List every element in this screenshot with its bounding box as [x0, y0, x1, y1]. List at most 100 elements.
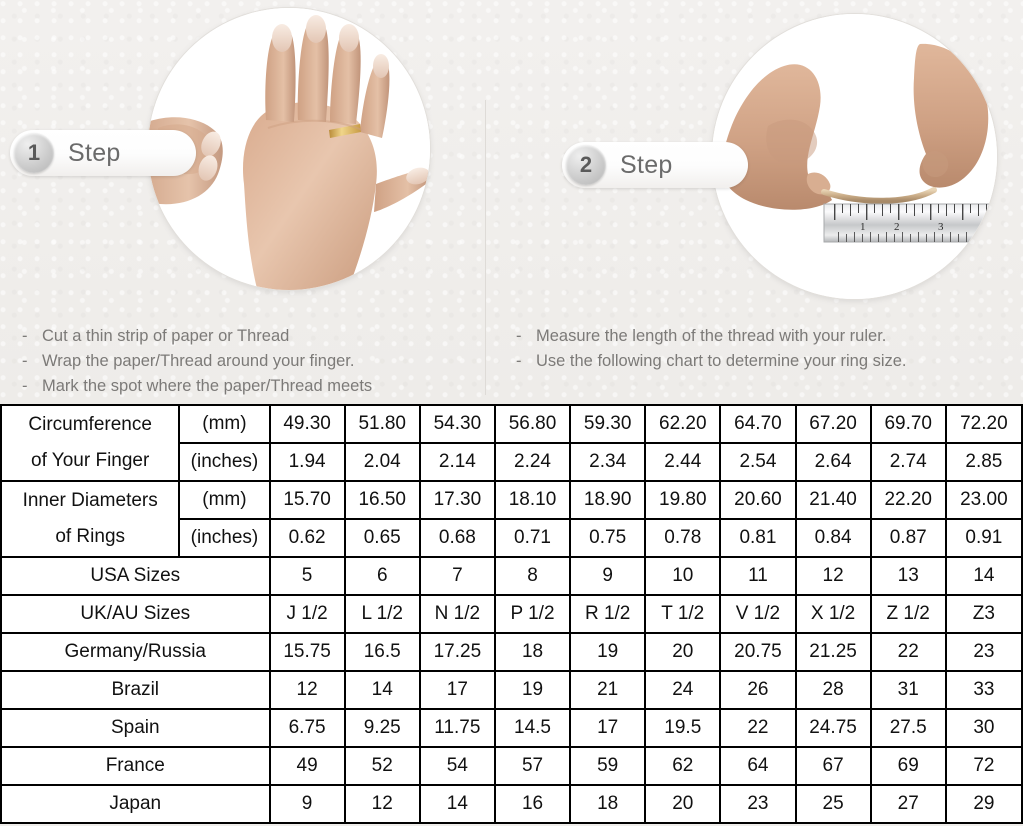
cell-uk-au-sizes-col2: L 1/2	[343, 594, 421, 634]
hand-with-ring-illustration	[148, 8, 430, 290]
ring-size-conversion-table: Circumference of Your Finger (mm) 49.30 51.8…	[0, 404, 1023, 824]
cell-germany-russia-col5: 19	[569, 632, 647, 672]
cell-japan-col6: 20	[644, 784, 722, 824]
cell-spain-col6: 19.5	[644, 708, 722, 748]
cell-circumference-mm-col2: 51.80	[343, 404, 421, 444]
cell-usa-sizes-col9: 13	[869, 556, 947, 596]
cell-france-col5: 59	[569, 746, 647, 786]
cell-circumference-mm-col5: 59.30	[569, 404, 647, 444]
bullet-dash-icon: -	[516, 327, 522, 345]
row-unit-label: (inches)	[178, 442, 271, 482]
row-unit-label: (mm)	[178, 480, 271, 520]
ruler: 1 2 3	[823, 203, 997, 243]
cell-usa-sizes-col7: 11	[719, 556, 797, 596]
cell-brazil-col6: 24	[644, 670, 722, 710]
table-row-circumference-inches: (inches) 1.94 2.04 2.14 2.24 2.34 2.44 2.54 2.64…	[1, 442, 1023, 482]
cell-circumference-inches-col5: 2.34	[569, 442, 647, 482]
cell-uk-au-sizes-col3: N 1/2	[418, 594, 496, 634]
cell-inner-diameter-inches-col5: 0.75	[569, 518, 647, 558]
bullet-dash-icon: -	[22, 352, 28, 370]
bullet-dash-icon: -	[516, 352, 522, 370]
cell-inner-diameter-inches-col3: 0.68	[418, 518, 496, 558]
step-2-instruction-line: - Use the following chart to determine y…	[516, 349, 907, 374]
row-label-brazil: Brazil	[0, 670, 271, 710]
cell-usa-sizes-col4: 8	[493, 556, 572, 596]
cell-france-col9: 69	[869, 746, 947, 786]
row-group-label-line2: of Your Finger	[31, 450, 150, 471]
cell-brazil-col1: 12	[268, 670, 346, 710]
cell-spain-col4: 14.5	[493, 708, 572, 748]
cell-germany-russia-col10: 23	[944, 632, 1023, 672]
table-row-circumference-mm: Circumference of Your Finger (mm) 49.30 51.8…	[0, 404, 1023, 482]
cell-uk-au-sizes-col10: Z3	[944, 594, 1023, 634]
thread-ruler-illustration: 1 2 3	[712, 14, 997, 299]
row-group-label: Circumference of Your Finger	[0, 404, 181, 482]
ruler-mark-1: 1	[860, 221, 866, 233]
cell-usa-sizes-col1: 5	[268, 556, 346, 596]
row-label-france: France	[0, 746, 271, 786]
row-unit-label: (mm)	[178, 404, 271, 444]
cell-circumference-inches-col3: 2.14	[418, 442, 496, 482]
step-1-badge: 1 Step	[10, 130, 196, 176]
cell-brazil-col10: 33	[944, 670, 1023, 710]
cell-circumference-mm-col6: 62.20	[644, 404, 722, 444]
step-1-instructions: - Cut a thin strip of paper or Thread - …	[22, 324, 372, 399]
cell-usa-sizes-col3: 7	[418, 556, 496, 596]
step-2-photo-thread-and-ruler: 1 2 3	[712, 14, 997, 299]
cell-spain-col1: 6.75	[268, 708, 346, 748]
step-2-instruction-text: Use the following chart to determine you…	[536, 352, 907, 370]
cell-inner-diameter-inches-col4: 0.71	[493, 518, 572, 558]
cell-circumference-inches-col4: 2.24	[493, 442, 572, 482]
cell-circumference-inches-col7: 2.54	[719, 442, 797, 482]
cell-usa-sizes-col2: 6	[343, 556, 421, 596]
cell-japan-col4: 16	[493, 784, 572, 824]
cell-uk-au-sizes-col7: V 1/2	[719, 594, 797, 634]
cell-spain-col3: 11.75	[418, 708, 496, 748]
cell-brazil-col9: 31	[869, 670, 947, 710]
cell-germany-russia-col6: 20	[644, 632, 722, 672]
cell-inner-diameter-mm-col3: 17.30	[418, 480, 496, 520]
cell-france-col7: 64	[719, 746, 797, 786]
measuring-thread	[821, 187, 937, 204]
cell-brazil-col2: 14	[343, 670, 421, 710]
cell-inner-diameter-mm-col7: 20.60	[719, 480, 797, 520]
cell-circumference-inches-col6: 2.44	[644, 442, 722, 482]
cell-circumference-inches-col1: 1.94	[268, 442, 346, 482]
cell-france-col8: 67	[794, 746, 872, 786]
step-2-number: 2	[566, 145, 606, 185]
cell-circumference-mm-col3: 54.30	[418, 404, 496, 444]
step-1-instruction-text: Wrap the paper/Thread around your finger…	[42, 352, 355, 370]
cell-germany-russia-col1: 15.75	[268, 632, 346, 672]
cell-germany-russia-col7: 20.75	[719, 632, 797, 672]
cell-spain-col9: 27.5	[869, 708, 947, 748]
cell-brazil-col4: 19	[493, 670, 572, 710]
cell-circumference-mm-col10: 72.20	[944, 404, 1023, 444]
cell-japan-col3: 14	[418, 784, 496, 824]
cell-germany-russia-col3: 17.25	[418, 632, 496, 672]
cell-uk-au-sizes-col1: J 1/2	[268, 594, 346, 634]
cell-uk-au-sizes-col4: P 1/2	[493, 594, 572, 634]
cell-france-col2: 52	[343, 746, 421, 786]
table-row-usa-sizes: USA Sizes 5 6 7 8 9 10 11 12 13 14	[0, 556, 1023, 596]
row-label-uk-au-sizes: UK/AU Sizes	[0, 594, 271, 634]
cell-uk-au-sizes-col5: R 1/2	[569, 594, 647, 634]
row-group-label: Inner Diameters of Rings	[0, 480, 181, 558]
step-1-number: 1	[14, 133, 54, 173]
step-1-instruction-line: - Mark the spot where the paper/Thread m…	[22, 374, 372, 399]
cell-circumference-mm-col7: 64.70	[719, 404, 797, 444]
cell-inner-diameter-inches-col8: 0.84	[794, 518, 872, 558]
cell-inner-diameter-mm-col5: 18.90	[569, 480, 647, 520]
cell-brazil-col3: 17	[418, 670, 496, 710]
cell-inner-diameter-mm-col9: 22.20	[869, 480, 947, 520]
row-label-japan: Japan	[0, 784, 271, 824]
cell-spain-col7: 22	[719, 708, 797, 748]
cell-spain-col8: 24.75	[794, 708, 872, 748]
cell-france-col3: 54	[418, 746, 496, 786]
cell-japan-col2: 12	[343, 784, 421, 824]
cell-inner-diameter-inches-col1: 0.62	[268, 518, 346, 558]
table-body: Circumference of Your Finger (mm) 49.30 51.8…	[0, 404, 1023, 824]
cell-germany-russia-col2: 16.5	[343, 632, 421, 672]
table-row-inner-diameter-inches: (inches) 0.62 0.65 0.68 0.71 0.75 0.78 0.81 0.84…	[1, 518, 1023, 558]
cell-uk-au-sizes-col8: X 1/2	[794, 594, 872, 634]
table-row-inner-diameter-mm: Inner Diameters of Rings (mm) 15.70 16.50 17.…	[0, 480, 1023, 558]
